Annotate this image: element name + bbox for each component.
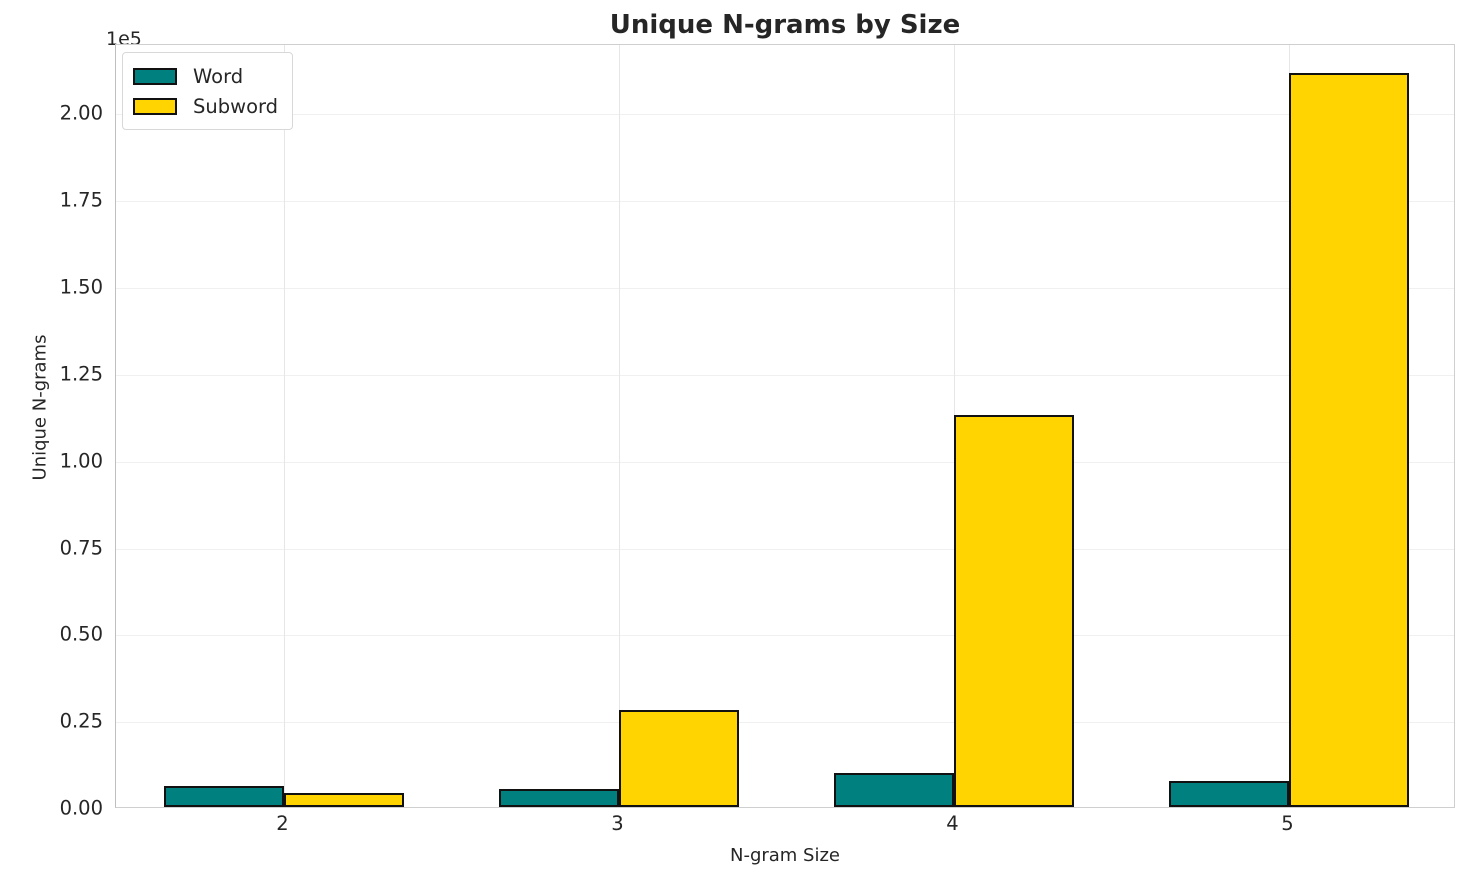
legend-swatch-icon [133, 97, 177, 115]
gridline-horizontal [116, 722, 1454, 724]
y-axis-ticks: 0.00 0.25 0.50 0.75 1.00 1.25 1.50 1.75 2.00 [0, 44, 103, 820]
bar-subword-4 [953, 414, 1074, 807]
y-tick-label: 0.50 [59, 622, 103, 646]
bar-subword-3 [618, 709, 739, 807]
gridline-horizontal [116, 201, 1454, 203]
legend-label: Word [193, 64, 244, 88]
chart-title: Unique N-grams by Size [609, 10, 961, 40]
y-tick-label: 1.00 [59, 449, 103, 473]
bar-subword-5 [1288, 72, 1409, 807]
bar-word-3 [498, 788, 619, 807]
x-tick-label: 4 [946, 812, 959, 835]
gridline-horizontal [116, 114, 1454, 116]
y-tick-label: 1.25 [59, 362, 103, 386]
y-tick-label: 0.75 [59, 536, 103, 560]
bar-word-5 [1168, 780, 1289, 807]
gridline-horizontal [116, 374, 1454, 376]
bar-subword-2 [283, 792, 404, 807]
y-tick-label: 1.75 [59, 188, 103, 212]
gridline-horizontal [116, 461, 1454, 463]
y-tick-label: 2.00 [59, 101, 103, 125]
y-tick-label: 0.00 [59, 796, 103, 820]
plot-area [115, 44, 1455, 808]
x-axis-label: N-gram Size [729, 845, 841, 866]
y-axis-label: Unique N-grams [29, 334, 51, 481]
legend-label: Subword [193, 94, 279, 118]
bar-word-4 [833, 772, 954, 807]
chart-legend[interactable]: Word Subword [122, 52, 294, 130]
legend-swatch-icon [133, 67, 177, 85]
gridline-horizontal [116, 548, 1454, 550]
legend-entry-word[interactable]: Word [133, 61, 278, 91]
y-tick-label: 1.50 [59, 275, 103, 299]
gridline-vertical [283, 45, 285, 807]
legend-entry-subword[interactable]: Subword [133, 91, 278, 121]
x-tick-label: 5 [1281, 812, 1294, 835]
gridline-vertical [618, 45, 620, 807]
x-axis-ticks: 2 3 4 5 [115, 812, 1455, 842]
bar-word-2 [163, 786, 284, 807]
y-tick-label: 0.25 [59, 709, 103, 733]
x-tick-label: 3 [611, 812, 624, 835]
gridline-horizontal [116, 288, 1454, 290]
gridline-horizontal [116, 635, 1454, 637]
x-tick-label: 2 [276, 812, 289, 835]
